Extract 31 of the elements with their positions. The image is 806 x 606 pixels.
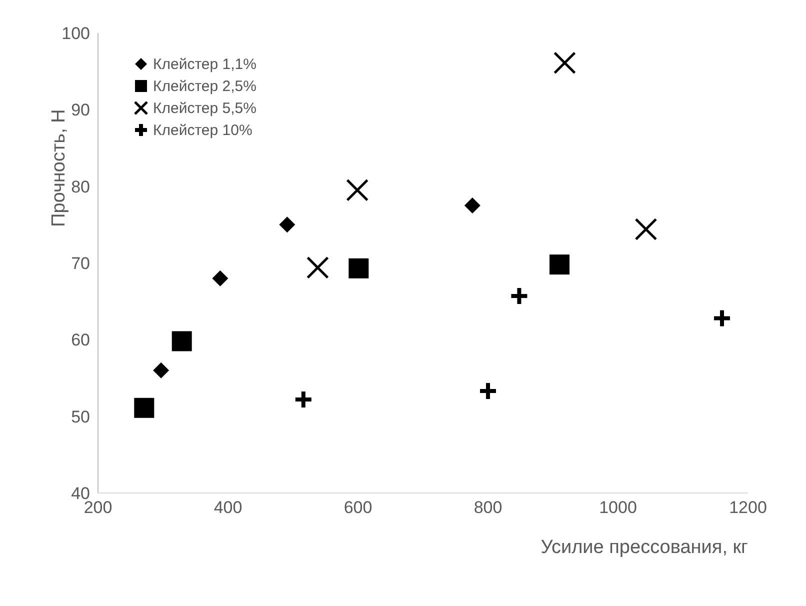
x-tick-label: 800 xyxy=(474,498,502,518)
y-tick-label: 50 xyxy=(71,407,90,426)
point xyxy=(134,398,154,418)
legend-label: Клейстер 1,1% xyxy=(153,56,256,72)
point xyxy=(634,218,658,241)
y-tick-label: 70 xyxy=(71,254,90,274)
legend-label: Клейстер 2,5% xyxy=(153,78,256,94)
point xyxy=(172,331,192,352)
y-tick-label: 60 xyxy=(71,330,90,350)
point xyxy=(212,270,228,286)
point xyxy=(306,256,329,279)
x-tick-label: 400 xyxy=(214,498,242,518)
legend-label: Клейстер 10% xyxy=(153,122,252,138)
x-tick-label: 1000 xyxy=(599,498,637,518)
x-axis-title: Усилие прессования, кг xyxy=(540,537,748,558)
y-axis-title: Прочность, Н xyxy=(48,109,70,227)
point xyxy=(346,178,369,202)
y-tick-label: 80 xyxy=(71,177,90,196)
y-tick-label: 90 xyxy=(71,100,90,120)
x-tick-label: 1200 xyxy=(729,498,767,518)
point xyxy=(712,308,732,328)
y-tick-label: 100 xyxy=(62,24,90,44)
point xyxy=(553,52,576,74)
x-tick-label: 200 xyxy=(84,498,112,518)
point xyxy=(279,216,296,233)
point xyxy=(550,254,570,275)
point xyxy=(348,258,369,278)
legend-label: Клейстер 5,5% xyxy=(153,100,256,116)
x-tick-label: 600 xyxy=(344,498,372,518)
point xyxy=(464,198,480,214)
point xyxy=(153,362,170,378)
